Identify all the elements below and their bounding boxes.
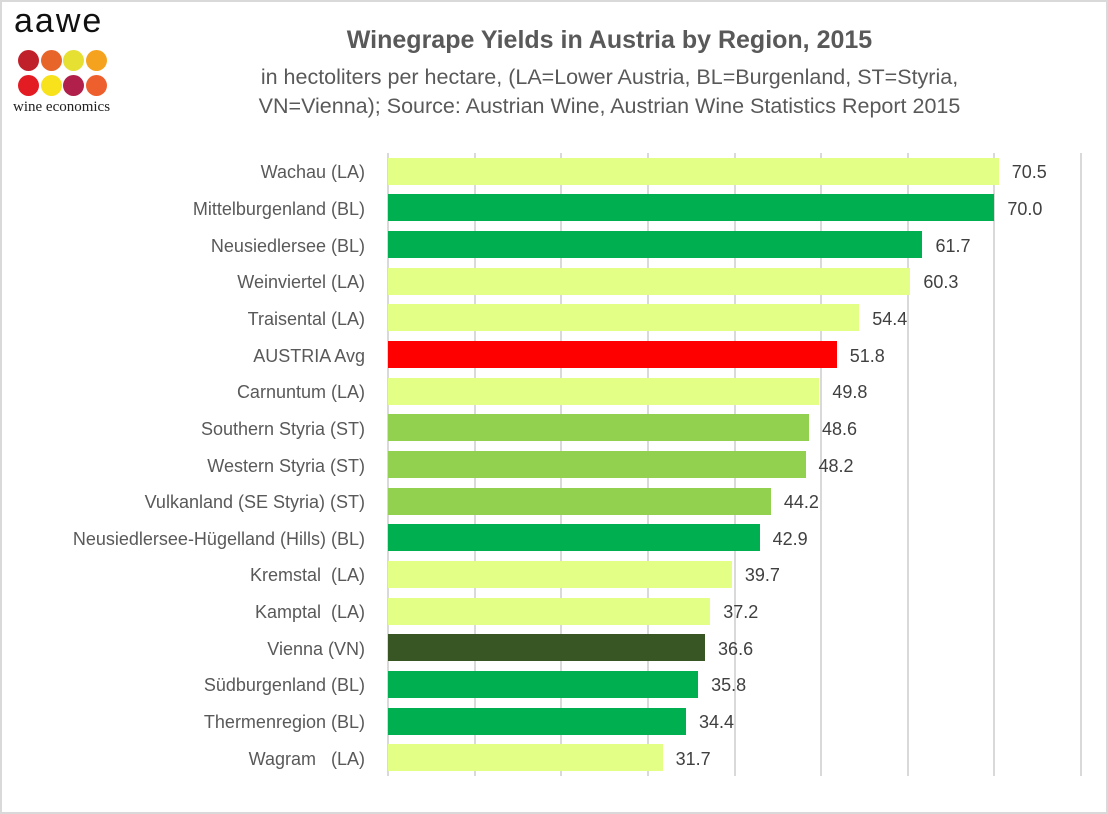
category-label: Neusiedlersee (BL): [210, 235, 365, 256]
data-label: 70.0: [1007, 198, 1043, 219]
category-label: Neusiedlersee-Hügelland (Hills) (BL): [72, 528, 365, 549]
data-label: 31.7: [675, 748, 711, 769]
logo-dot-icon: [40, 50, 62, 71]
category-label: Southern Styria (ST): [200, 418, 365, 439]
logo-dot-icon: [18, 50, 39, 71]
category-label: Mittelburgenland (BL): [192, 198, 365, 219]
category-label: Vienna (VN): [267, 638, 365, 659]
gridline: [1080, 153, 1082, 776]
category-label: Kremstal (LA): [249, 565, 365, 586]
bar: [388, 194, 995, 222]
category-label: Südburgenland (BL): [203, 675, 365, 696]
bar: [388, 231, 923, 259]
gridline: [993, 153, 996, 776]
data-label: 54.4: [872, 308, 908, 329]
chart-subtitle-line-2: VN=Vienna); Source: Austrian Wine, Austr…: [258, 94, 961, 118]
data-label: 48.6: [821, 418, 858, 439]
category-label: Western Styria (ST): [207, 455, 365, 476]
data-label: 60.3: [923, 272, 959, 293]
bar: [388, 341, 837, 369]
data-label: 48.2: [818, 455, 854, 476]
data-label: 36.6: [718, 638, 754, 659]
data-label: 70.5: [1011, 162, 1047, 183]
bar: [388, 670, 699, 698]
bar: [388, 451, 806, 478]
bar: [388, 597, 711, 625]
bar: [388, 744, 663, 772]
bar: [388, 377, 820, 405]
data-label: 35.8: [711, 675, 747, 696]
aawe-logo: aawe wine economics: [2, 2, 132, 127]
category-label: Vulkanland (SE Styria) (ST): [144, 492, 365, 513]
bar: [388, 414, 809, 442]
logo-dot-icon: [85, 50, 107, 71]
category-label: Thermenregion (BL): [203, 712, 365, 733]
bar: [388, 524, 760, 552]
data-label: 49.8: [832, 382, 868, 403]
logo-dot-icon: [63, 75, 85, 96]
bar: [388, 157, 999, 185]
category-label: Weinviertel (LA): [237, 272, 365, 293]
data-label: 37.2: [723, 602, 759, 623]
category-label: Wachau (LA): [260, 162, 365, 183]
category-label: Wagram (LA): [248, 748, 365, 769]
logo-dot-icon: [18, 75, 39, 96]
gridline: [906, 153, 909, 776]
bar: [388, 707, 686, 735]
data-label: 61.7: [935, 235, 971, 256]
category-label: AUSTRIA Avg: [253, 345, 365, 366]
logo-wordmark: aawe: [14, 2, 104, 40]
logo-dot-icon: [85, 75, 107, 96]
bar: [388, 487, 771, 515]
data-label: 34.4: [698, 712, 735, 733]
bar: [388, 634, 706, 662]
data-label: 39.7: [744, 565, 780, 586]
logo-dot-icon: [40, 75, 62, 96]
chart-subtitle-line-1: in hectoliters per hectare, (LA=Lower Au…: [260, 65, 959, 89]
data-label: 51.8: [849, 345, 885, 366]
gridline: [820, 153, 823, 776]
data-label: 42.9: [772, 528, 808, 549]
bar: [388, 267, 911, 295]
logo-tagline: wine economics: [13, 99, 111, 115]
bar: [388, 560, 732, 588]
bar: [388, 304, 860, 332]
data-label: 44.2: [783, 492, 819, 513]
category-label: Carnuntum (LA): [236, 382, 365, 403]
category-label: Traisental (LA): [247, 308, 365, 329]
chart-title: Winegrape Yields in Austria by Region, 2…: [346, 26, 873, 54]
category-label: Kamptal (LA): [254, 602, 365, 623]
logo-dot-icon: [63, 50, 85, 71]
